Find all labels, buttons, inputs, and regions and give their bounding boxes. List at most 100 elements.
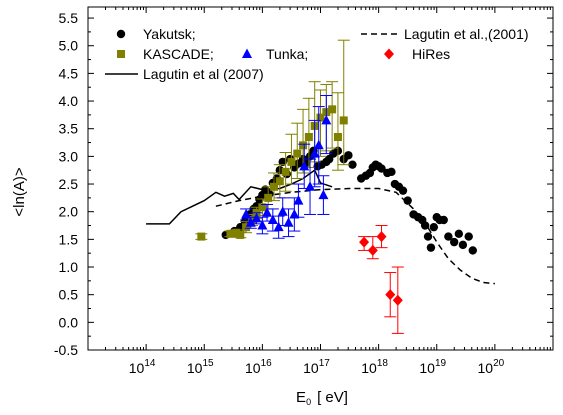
kascade-point (339, 116, 348, 125)
x-tick-label: 1014 (129, 358, 156, 376)
y-tick-label: 1.5 (59, 231, 79, 247)
yakutsk-point (449, 237, 459, 247)
yakutsk-point (420, 221, 430, 230)
kascade-point (287, 157, 296, 166)
yakutsk-point (464, 232, 473, 241)
y-axis-label: <ln(A)> (11, 167, 28, 216)
tunka-point (262, 207, 273, 217)
legend-swatch-kascade (117, 50, 125, 58)
x-tick-exponent: 16 (261, 358, 273, 369)
kascade-point (270, 182, 278, 191)
x-tick-base: 10 (478, 360, 494, 376)
x-tick-base: 10 (303, 360, 319, 376)
hires-point (392, 294, 403, 306)
yakutsk-point (454, 229, 464, 239)
tunka-point (245, 217, 256, 227)
legend-label-hires: HiRes (412, 46, 450, 62)
y-tick-label: 3.5 (59, 121, 79, 137)
kascade-point (197, 232, 206, 241)
x-tick-exponent: 19 (435, 358, 447, 369)
yakutsk-point (377, 164, 386, 173)
hires-point (359, 236, 370, 248)
yakutsk-point (444, 232, 453, 241)
x-axis-label-main: E (296, 389, 306, 406)
legend-swatch-tunka (242, 48, 252, 58)
kascade-point (275, 177, 284, 186)
x-tick-base: 10 (187, 360, 203, 376)
kascade-point (281, 167, 290, 176)
hires-point (385, 289, 396, 301)
kascade-point (258, 203, 267, 212)
lagutin-2007-line (146, 169, 333, 225)
yakutsk-point (468, 246, 477, 255)
tunka-point (273, 221, 284, 232)
yakutsk-point (423, 232, 433, 241)
x-tick-base: 10 (245, 360, 261, 376)
y-tick-label: 2.5 (59, 176, 79, 192)
y-tick-label: 4.5 (59, 65, 79, 81)
y-tick-label: 4.0 (59, 93, 79, 109)
kascade-point (232, 228, 241, 237)
x-tick-label: 1017 (303, 358, 330, 376)
yakutsk-point (398, 186, 408, 195)
yakutsk-point (426, 243, 436, 252)
kascade-point (316, 113, 325, 122)
kascade-point (328, 105, 337, 114)
legend-swatch-yakutsk (116, 29, 126, 39)
hires-point (367, 244, 378, 256)
kascade-point (264, 193, 273, 202)
x-tick-exponent: 20 (493, 358, 505, 369)
x-axis-label-subscript: 0 (306, 397, 311, 407)
legend-label-yakutsk: Yakutsk; (143, 26, 196, 42)
x-tick-label: 1019 (419, 358, 446, 376)
kascade-point (242, 223, 251, 232)
y-tick-label: 5.5 (59, 10, 79, 26)
kascade-point (333, 133, 342, 142)
x-tick-base: 10 (361, 360, 377, 376)
tunka-point (289, 208, 300, 219)
x-tick-label: 1016 (245, 358, 272, 376)
legend-swatch-hires (384, 48, 394, 60)
x-tick-exponent: 17 (319, 358, 331, 369)
kascade-point (293, 149, 302, 158)
x-axis-label-unit: [ eV] (317, 389, 348, 406)
yakutsk-point (348, 160, 357, 169)
legend-label-lagutin2007: Lagutin et al (2007) (143, 66, 264, 82)
x-tick-label: 1018 (361, 358, 388, 376)
tunka-point (318, 189, 329, 200)
y-tick-label: 1.0 (59, 259, 79, 275)
yakutsk-point (439, 215, 448, 225)
x-tick-exponent: 15 (202, 358, 214, 369)
kascade-point (226, 229, 235, 238)
kascade-point (304, 133, 313, 142)
x-tick-exponent: 18 (377, 358, 389, 369)
y-tick-label: -0.5 (54, 342, 78, 358)
tunka-point (299, 160, 310, 171)
tunka-point (283, 217, 294, 227)
x-tick-base: 10 (419, 360, 435, 376)
x-tick-label: 1020 (478, 358, 505, 376)
y-tick-label: 3.0 (59, 148, 79, 164)
x-tick-label: 1015 (187, 358, 214, 376)
legend-label-kascade: KASCADE; (143, 46, 214, 62)
tunka-point (321, 114, 332, 125)
legend-label-lagutin2001: Lagutin et al.,(2001) (404, 26, 529, 42)
yakutsk-point (429, 222, 439, 232)
tunka-point (293, 195, 304, 205)
y-tick-label: 0.0 (59, 314, 79, 330)
y-tick-label: 0.5 (59, 287, 79, 303)
tunka-point (241, 208, 252, 219)
tunka-point (305, 181, 316, 191)
kascade-point (299, 141, 308, 150)
kascade-point (236, 230, 245, 239)
yakutsk-point (344, 151, 353, 160)
legend-label-tunka: Tunka; (266, 46, 308, 62)
tunka-point (277, 206, 288, 216)
tunka-point (309, 148, 320, 158)
y-tick-label: 2.0 (59, 204, 79, 220)
yakutsk-point (387, 167, 396, 177)
yakutsk-point (403, 196, 412, 205)
hires-point (376, 231, 387, 243)
x-tick-exponent: 14 (144, 358, 156, 369)
